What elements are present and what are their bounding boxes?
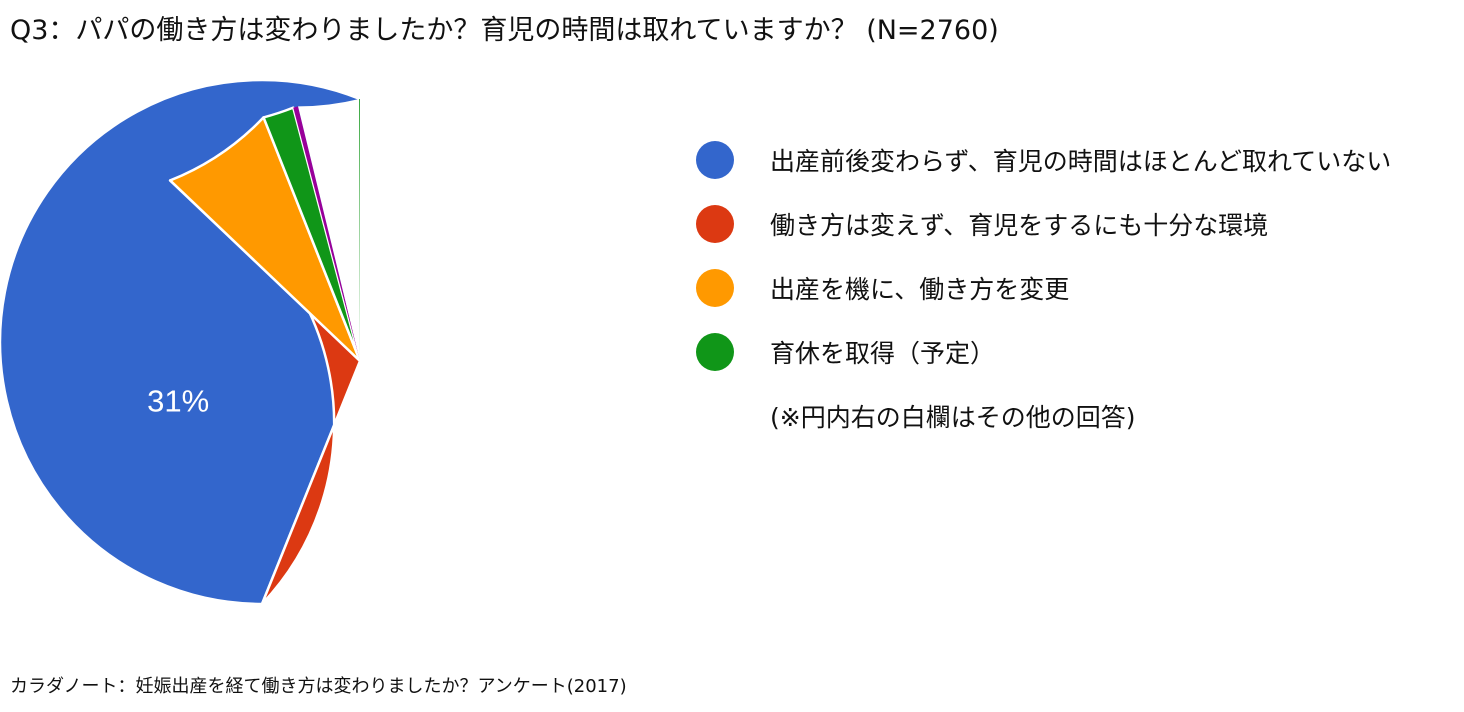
legend-label: 働き方は変えず、育児をするにも十分な環境	[770, 211, 1269, 240]
legend-swatch	[696, 141, 734, 179]
pie-slice-other-5	[293, 106, 360, 361]
legend-note: (※円内右の白欄はその他の回答)	[770, 403, 1136, 432]
legend-label: 出産前後変わらず、育児の時間はほとんど取れていない	[770, 147, 1392, 176]
legend-label: 出産を機に、働き方を変更	[770, 275, 1070, 304]
source-credit: カラダノート：妊娠出産を経て働き方は変わりましたか？アンケート(2017)	[10, 676, 627, 697]
pie-slice-other-6	[298, 99, 360, 362]
pie-slice-other-7	[359, 99, 360, 361]
slice-value-label: 56.1%	[499, 379, 587, 414]
slice-value-label: 31%	[147, 383, 209, 418]
legend-swatch	[696, 205, 734, 243]
pie-slice-4	[262, 106, 362, 363]
chart-title: Q3：パパの働き方は変わりましたか？育児の時間は取れていますか？ (N=2760…	[10, 15, 999, 46]
pie-slice-3	[168, 116, 362, 363]
legend-swatch	[696, 269, 734, 307]
legend-swatch	[696, 333, 734, 371]
legend-label: 育休を取得（予定）	[770, 339, 996, 368]
